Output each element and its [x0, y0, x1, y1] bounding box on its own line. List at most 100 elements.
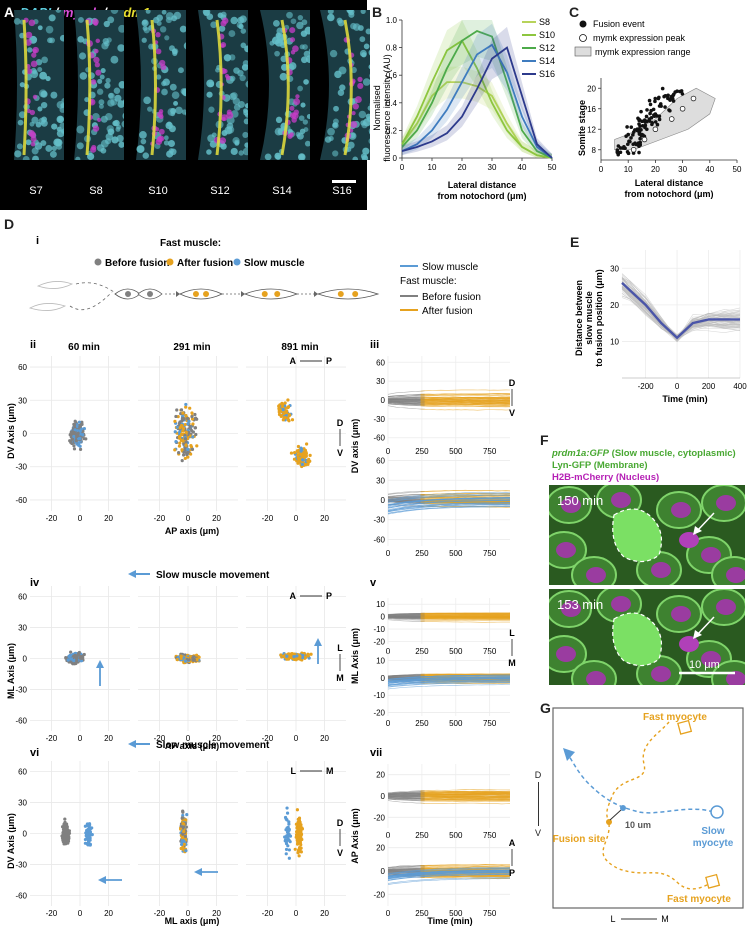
c-fusion-point	[618, 146, 623, 150]
d-traj-ytick: -20	[373, 709, 385, 718]
d-point	[79, 659, 84, 663]
d-point	[74, 655, 78, 659]
c-xtick-label: 0	[599, 165, 604, 174]
panel-e-chart: 10 20 30 -200 0 200 400 Distance between slow …	[574, 250, 747, 404]
c-fusion-point	[624, 134, 628, 138]
e-xtick-label: 400	[733, 382, 747, 391]
panel-a-label: A	[4, 4, 15, 20]
g-slow-myocyte-marker	[710, 805, 724, 819]
panel-e-label: E	[570, 234, 580, 250]
stage-label-s10: S10	[148, 185, 168, 197]
d-traj-before	[387, 398, 425, 400]
d-ytick-label: 0	[23, 830, 28, 839]
d-traj-before	[387, 613, 425, 615]
d-point	[187, 419, 191, 423]
d-traj-ytick: 20	[376, 844, 385, 853]
somite-image-s12	[192, 10, 248, 160]
d-time-891: 891 min	[281, 342, 318, 353]
e-ytick-label: 10	[610, 337, 619, 346]
stage-label-s8: S8	[89, 185, 103, 197]
c-xlabel-2: from notochord (μm)	[625, 189, 714, 199]
d-traj-ytick: 10	[376, 657, 385, 666]
d-v-top: -20 -10 0 10 0 250 500 750	[373, 598, 511, 656]
c-fusion-point	[671, 93, 675, 98]
d-traj-slow	[387, 674, 511, 680]
d-point	[66, 834, 70, 838]
d-iii-legend-slow: Slow muscle	[422, 262, 479, 273]
panel-d-figure: i ii iii iv v vi vii Fast muscle: Before…	[6, 235, 516, 926]
d-point	[194, 653, 199, 657]
d-traj-before	[387, 400, 425, 402]
c-fusion-point	[615, 148, 620, 152]
d-point	[64, 832, 68, 836]
d-point	[184, 443, 188, 447]
d-point	[180, 459, 184, 463]
d-point	[294, 822, 299, 826]
d-points-2-0	[60, 817, 94, 847]
d-schem-path-1	[69, 291, 113, 311]
d-traj-xtick: 0	[386, 549, 391, 558]
d-vi-dv-a: D	[337, 818, 344, 828]
d-traj-before	[387, 619, 425, 622]
d-point	[73, 428, 77, 432]
d-point	[295, 654, 299, 658]
d-point	[302, 447, 306, 451]
d-legend-after: After fusion	[177, 258, 233, 269]
c-ytick-label: 8	[592, 146, 597, 155]
d-xtick-label: -20	[154, 909, 166, 918]
d-point	[284, 852, 288, 856]
d-traj-before	[387, 613, 425, 616]
somite-image-s8	[68, 10, 124, 160]
d-point	[287, 822, 291, 826]
d-traj-before	[387, 798, 425, 802]
d-traj-slow	[387, 873, 511, 881]
d-traj-before	[387, 618, 425, 621]
d-time-291: 291 min	[173, 342, 210, 353]
c-fusion-point	[647, 119, 652, 123]
d-point	[191, 422, 195, 426]
d-schem-path-2	[75, 282, 115, 293]
d-point	[296, 444, 301, 449]
d-xtick-label: 20	[104, 909, 113, 918]
d-point	[179, 408, 184, 412]
d-vii-ap-b: P	[509, 868, 515, 878]
d-point	[183, 659, 188, 663]
d-traj-after	[420, 621, 511, 623]
d-point	[297, 854, 301, 858]
d-point	[179, 842, 184, 847]
d-xtick-label: 20	[212, 734, 221, 743]
d-point	[66, 658, 70, 662]
d-traj-after	[420, 403, 511, 406]
d-point	[287, 419, 291, 423]
d-point	[285, 806, 289, 810]
d-point	[182, 656, 186, 660]
c-fusion-point	[666, 93, 670, 98]
d-legend-before: Before fusion	[105, 258, 169, 269]
d-traj-after	[420, 793, 511, 796]
c-fusion-point	[625, 142, 630, 147]
d-vi-dv-b: V	[337, 848, 343, 858]
d-v-lm-a: L	[509, 628, 515, 638]
f-slow-cell-outline	[612, 508, 662, 563]
c-legend-fusion: Fusion event	[593, 19, 645, 29]
d-vii-ylabel: AP Axis (μm)	[350, 808, 360, 864]
d-traj-ytick: 0	[381, 396, 386, 405]
d-point	[186, 447, 190, 452]
d-point	[70, 437, 74, 441]
d-ii-ap-a: A	[290, 356, 297, 366]
d-points-2-2	[283, 806, 305, 860]
d-point	[188, 434, 192, 438]
d-point	[277, 404, 281, 408]
d-point	[75, 434, 79, 439]
d-point	[277, 412, 282, 417]
f-line1-italic: prdm1a:GFP	[552, 448, 610, 459]
d-point	[285, 826, 289, 830]
d-traj-ytick: -10	[373, 625, 385, 634]
f-nucleus	[716, 599, 736, 615]
d-traj-slow	[387, 878, 511, 885]
somite-image-s14	[254, 10, 310, 160]
d-point	[78, 425, 82, 429]
d-traj-after	[420, 489, 511, 492]
d-iii-ylabel: DV axis (μm)	[350, 419, 360, 474]
panel-b-chart: 0 0.2 0.4 0.6 0.8 1.0 0 10 20 30 40 50 S8 S10 S12 S14 S…	[372, 16, 557, 201]
